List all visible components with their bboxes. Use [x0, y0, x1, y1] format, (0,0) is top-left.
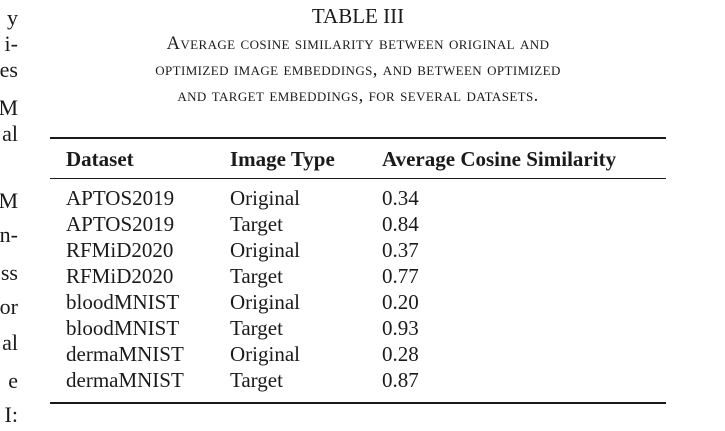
table-row: dermaMNIST Target 0.87 [50, 367, 666, 393]
cell-image-type: Target [230, 212, 283, 236]
cell-image-type: Target [230, 316, 283, 340]
table-number: TABLE III [311, 4, 405, 28]
cell-similarity: 0.84 [382, 212, 419, 236]
cell-similarity: 0.93 [382, 316, 419, 340]
table-row: bloodMNIST Original 0.20 [50, 289, 666, 315]
cell-dataset: bloodMNIST [66, 290, 180, 314]
cell-image-type: Original [230, 290, 300, 314]
margin-text: al [2, 121, 18, 146]
table-row: RFMiD2020 Original 0.37 [50, 237, 666, 263]
cell-dataset: RFMiD2020 [66, 238, 174, 262]
cell-dataset: APTOS2019 [66, 212, 175, 236]
cell-dataset: APTOS2019 [66, 186, 175, 210]
table-row: bloodMNIST Target 0.93 [50, 315, 666, 341]
cell-dataset: dermaMNIST [66, 342, 184, 366]
table-body: APTOS2019 Original 0.34 APTOS2019 Target… [50, 185, 666, 393]
previous-column-fragment: y i- es M al M n- ss or al e I: [0, 0, 24, 431]
caption-line: Average cosine similarity between origin… [166, 34, 550, 54]
table-header-row: Dataset Image Type Average Cosine Simila… [50, 145, 666, 173]
cell-image-type: Original [230, 342, 300, 366]
margin-text: I: [4, 402, 18, 427]
header-dataset: Dataset [66, 147, 134, 171]
header-image-type: Image Type [230, 147, 335, 171]
cell-similarity: 0.87 [382, 368, 419, 392]
cell-similarity: 0.20 [382, 290, 419, 314]
cell-dataset: RFMiD2020 [66, 264, 174, 288]
table-header-rule [50, 178, 666, 179]
cell-image-type: Target [230, 264, 283, 288]
table-caption: Average cosine similarity between origin… [50, 31, 666, 109]
cell-image-type: Original [230, 186, 300, 210]
cell-image-type: Original [230, 238, 300, 262]
table-row: APTOS2019 Original 0.34 [50, 185, 666, 211]
table-bottom-rule [50, 402, 666, 404]
cell-similarity: 0.34 [382, 186, 419, 210]
margin-text: al [2, 330, 18, 355]
caption-line: optimized image embeddings, and between … [155, 60, 561, 80]
margin-text: i- [4, 31, 18, 56]
cell-dataset: bloodMNIST [66, 316, 180, 340]
cell-similarity: 0.37 [382, 238, 419, 262]
caption-line: and target embeddings, for several datas… [177, 86, 539, 106]
cell-similarity: 0.77 [382, 264, 419, 288]
table-row: RFMiD2020 Target 0.77 [50, 263, 666, 289]
margin-text: M [0, 188, 18, 213]
margin-text: M [0, 95, 18, 120]
margin-text: n- [0, 222, 18, 247]
header-average-cosine-similarity: Average Cosine Similarity [382, 147, 617, 171]
margin-text: or [0, 294, 18, 319]
margin-text: e [8, 368, 18, 393]
table-row: dermaMNIST Original 0.28 [50, 341, 666, 367]
cell-image-type: Target [230, 368, 283, 392]
cell-similarity: 0.28 [382, 342, 419, 366]
margin-text: y [7, 5, 18, 30]
table-top-rule [50, 137, 666, 139]
margin-text: es [0, 57, 18, 82]
table-row: APTOS2019 Target 0.84 [50, 211, 666, 237]
margin-text: ss [0, 260, 18, 285]
cell-dataset: dermaMNIST [66, 368, 184, 392]
